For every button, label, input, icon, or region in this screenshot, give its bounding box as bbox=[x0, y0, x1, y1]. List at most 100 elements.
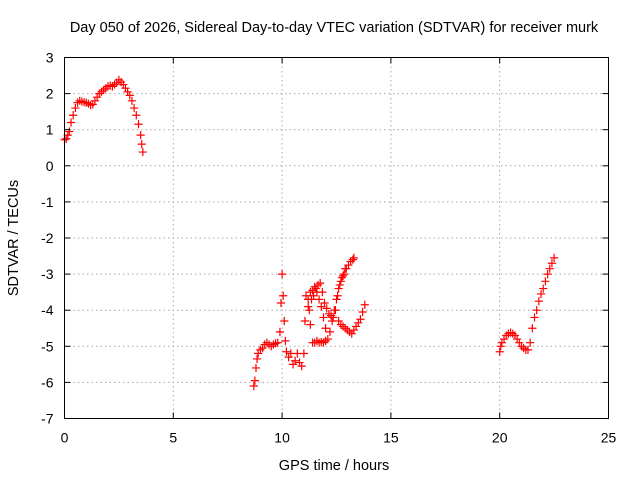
data-point bbox=[62, 134, 71, 143]
data-point bbox=[545, 264, 554, 273]
data-points bbox=[60, 75, 559, 391]
data-point bbox=[336, 277, 345, 286]
data-point bbox=[360, 300, 369, 309]
series-segment-2 bbox=[249, 253, 369, 391]
data-point bbox=[526, 338, 535, 347]
y-tick-label: -2 bbox=[41, 230, 54, 246]
data-point bbox=[69, 111, 78, 120]
data-point bbox=[273, 338, 282, 347]
data-point bbox=[63, 131, 72, 140]
y-tick-label: -1 bbox=[41, 194, 54, 210]
data-point bbox=[297, 362, 306, 371]
data-point bbox=[543, 270, 552, 279]
data-point bbox=[547, 259, 557, 268]
y-axis-label: SDTVAR / TECUs bbox=[6, 180, 22, 296]
data-point bbox=[316, 279, 325, 288]
x-tick-label: 10 bbox=[274, 430, 290, 446]
grid-lines bbox=[64, 57, 609, 419]
data-point bbox=[331, 306, 340, 315]
y-tick-label: -4 bbox=[41, 302, 54, 318]
data-point bbox=[321, 324, 330, 333]
data-point bbox=[532, 306, 541, 315]
data-point bbox=[536, 289, 546, 299]
data-point bbox=[125, 91, 134, 100]
data-point bbox=[279, 291, 288, 300]
data-point bbox=[306, 288, 315, 297]
y-tick-label: 1 bbox=[46, 122, 54, 138]
data-point bbox=[319, 313, 328, 322]
data-point bbox=[66, 118, 76, 127]
data-point bbox=[293, 349, 302, 358]
y-tick-label: -5 bbox=[41, 338, 54, 354]
data-point bbox=[304, 302, 313, 311]
data-point bbox=[280, 316, 289, 326]
data-point bbox=[132, 111, 141, 120]
data-point bbox=[276, 298, 286, 308]
data-point bbox=[528, 324, 537, 333]
chart-title: Day 050 of 2026, Sidereal Day-to-day VTE… bbox=[70, 20, 599, 36]
data-point bbox=[534, 297, 543, 306]
data-point bbox=[322, 304, 331, 313]
x-axis-label: GPS time / hours bbox=[279, 458, 389, 474]
data-point bbox=[71, 103, 80, 113]
y-tick-label: 2 bbox=[46, 86, 54, 102]
data-point bbox=[309, 291, 318, 300]
series-segment-3 bbox=[495, 253, 559, 356]
data-point bbox=[127, 96, 137, 105]
data-point bbox=[332, 295, 341, 304]
data-point bbox=[496, 342, 505, 351]
data-point bbox=[318, 288, 327, 297]
data-point bbox=[358, 307, 367, 317]
y-tick-label: 0 bbox=[46, 158, 54, 174]
data-point bbox=[340, 270, 349, 279]
data-point bbox=[333, 291, 342, 300]
data-point bbox=[249, 381, 258, 391]
data-point bbox=[252, 354, 262, 364]
y-tick-label: 3 bbox=[46, 50, 54, 66]
data-point bbox=[278, 270, 287, 279]
data-point bbox=[251, 363, 261, 373]
data-point bbox=[281, 336, 290, 345]
axis-ticks bbox=[64, 57, 609, 419]
data-point bbox=[335, 280, 344, 290]
data-point bbox=[356, 315, 365, 324]
data-point bbox=[138, 147, 147, 157]
y-tick-label: -7 bbox=[41, 411, 54, 427]
data-point bbox=[334, 284, 343, 293]
x-tick-labels: 0 5 10 15 20 25 bbox=[61, 430, 617, 446]
x-tick-label: 0 bbox=[61, 430, 69, 446]
x-tick-label: 20 bbox=[492, 430, 508, 446]
data-point bbox=[530, 313, 539, 322]
data-point bbox=[250, 376, 259, 385]
data-point bbox=[300, 316, 310, 326]
data-point bbox=[305, 306, 314, 315]
data-point bbox=[550, 253, 559, 262]
data-point bbox=[130, 103, 139, 113]
x-tick-label: 25 bbox=[601, 430, 617, 446]
data-point bbox=[286, 349, 295, 358]
data-point bbox=[541, 277, 550, 286]
data-point bbox=[282, 347, 291, 356]
data-point bbox=[306, 320, 315, 329]
data-point bbox=[539, 284, 548, 293]
data-point bbox=[317, 302, 326, 311]
x-tick-label: 5 bbox=[169, 430, 177, 446]
data-point bbox=[291, 356, 300, 365]
data-point bbox=[323, 334, 332, 344]
data-point bbox=[325, 327, 335, 336]
series-segment-1 bbox=[60, 75, 147, 157]
data-point bbox=[65, 127, 74, 136]
data-point bbox=[328, 316, 337, 326]
data-point bbox=[495, 347, 504, 356]
data-point bbox=[329, 313, 338, 322]
data-point bbox=[349, 253, 359, 262]
y-tick-label: -6 bbox=[41, 374, 54, 390]
data-point bbox=[275, 327, 285, 336]
data-point bbox=[134, 120, 143, 129]
data-point bbox=[523, 345, 533, 355]
data-point bbox=[136, 131, 145, 140]
y-tick-labels: -7 -6 -5 -4 -3 -2 -1 0 1 2 3 bbox=[41, 50, 54, 427]
y-tick-label: -3 bbox=[41, 266, 54, 282]
data-point bbox=[314, 295, 324, 304]
